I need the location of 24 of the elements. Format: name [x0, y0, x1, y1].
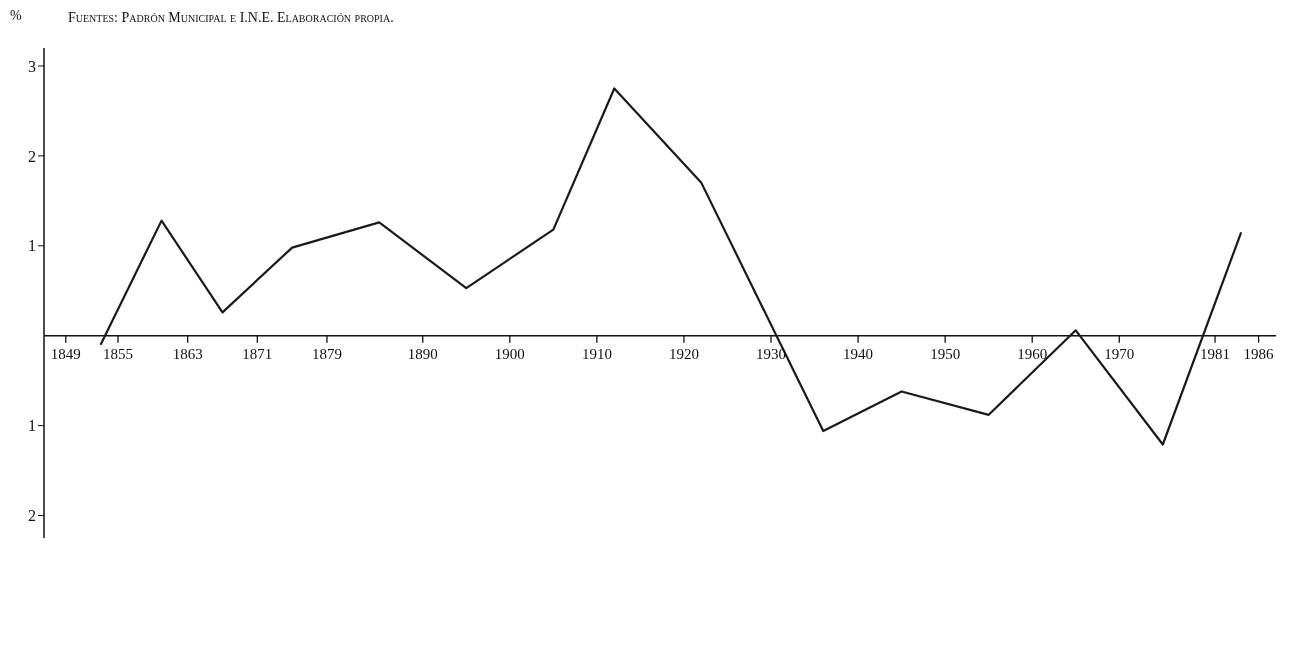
x-tick-label: 1981	[1200, 345, 1231, 362]
x-tick-label: 1879	[311, 345, 342, 362]
source-note: Fuentes: Padrón Municipal e I.N.E. Elaboración propia.	[68, 10, 394, 26]
x-tick-label: 1986	[1243, 345, 1275, 362]
x-tick-label: 1871	[242, 345, 273, 362]
x-tick-label: 1910	[581, 345, 612, 362]
x-tick-label: 1920	[668, 345, 699, 362]
x-tick-label: 1849	[50, 345, 81, 362]
y-tick-label: 1	[28, 417, 36, 435]
x-tick-label: 1960	[1017, 345, 1048, 362]
x-tick-label: 1855	[103, 345, 134, 362]
y-tick-label: 1	[28, 237, 36, 255]
y-tick-label: 2	[28, 507, 36, 525]
x-tick-label: 1900	[494, 345, 525, 362]
x-tick-label: 1930	[756, 345, 787, 362]
x-tick-label: 1863	[172, 345, 203, 362]
y-tick-label: 2	[28, 147, 36, 165]
y-tick-label: 3	[28, 57, 36, 75]
y-axis-title: %	[10, 8, 22, 24]
x-tick-label: 1890	[407, 345, 438, 362]
x-tick-label: 1950	[930, 345, 961, 362]
line-series	[99, 87, 1243, 446]
x-tick-label: 1940	[843, 345, 874, 362]
x-tick-label: 1970	[1104, 345, 1135, 362]
